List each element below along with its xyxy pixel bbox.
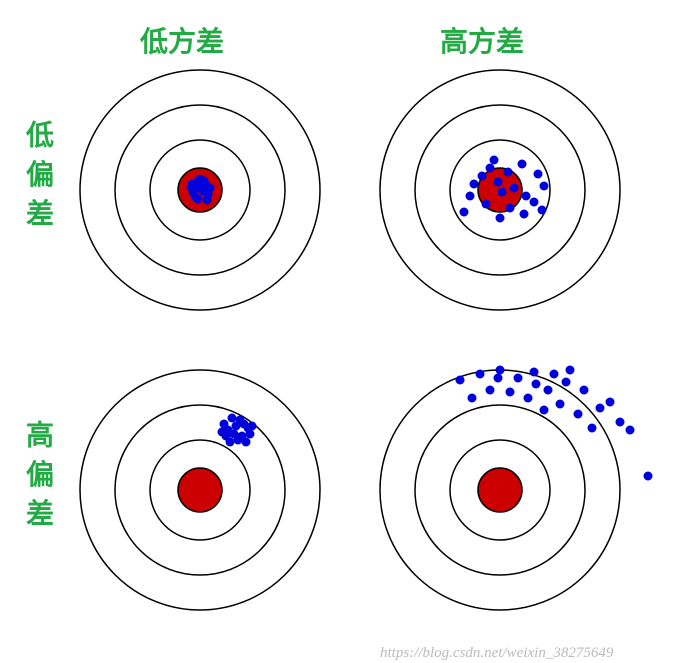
data-point	[540, 182, 549, 191]
data-point	[510, 184, 519, 193]
data-point	[566, 366, 575, 375]
target-low-bias-low-variance	[40, 30, 360, 350]
data-point	[540, 406, 549, 415]
data-point	[562, 378, 571, 387]
data-point	[226, 438, 235, 447]
data-point	[232, 422, 241, 431]
data-point	[626, 426, 635, 435]
data-point	[550, 370, 559, 379]
data-point	[496, 214, 505, 223]
data-point	[494, 374, 503, 383]
data-point	[206, 184, 215, 193]
data-point	[606, 398, 615, 407]
data-point	[246, 430, 255, 439]
data-point	[616, 418, 625, 427]
data-point	[470, 180, 479, 189]
data-point	[556, 400, 565, 409]
data-point	[456, 376, 465, 385]
data-point	[534, 170, 543, 179]
data-point	[496, 366, 505, 375]
data-point	[524, 394, 533, 403]
data-point	[588, 424, 597, 433]
data-point	[466, 192, 475, 201]
data-point	[530, 368, 539, 377]
data-point	[203, 196, 212, 205]
data-point	[522, 192, 531, 201]
data-point	[494, 178, 503, 187]
target-high-bias-low-variance	[40, 330, 360, 650]
data-point	[596, 404, 605, 413]
data-point	[490, 156, 499, 165]
data-point	[228, 414, 237, 423]
data-point	[486, 164, 495, 173]
data-point	[200, 177, 209, 186]
data-point	[468, 394, 477, 403]
data-point	[234, 436, 243, 445]
data-point	[518, 160, 527, 169]
data-point	[520, 210, 529, 219]
data-point	[544, 386, 553, 395]
data-point	[574, 410, 583, 419]
data-point	[530, 198, 539, 207]
data-point	[506, 204, 515, 213]
data-point	[504, 168, 513, 177]
data-point	[191, 193, 200, 202]
data-point	[478, 172, 487, 181]
data-point	[218, 428, 227, 437]
target-high-bias-high-variance	[340, 330, 660, 650]
data-point	[580, 386, 589, 395]
data-point	[506, 388, 515, 397]
data-point	[532, 380, 541, 389]
data-point	[188, 180, 197, 189]
data-point	[498, 188, 507, 197]
watermark-text: https://blog.csdn.net/weixin_38275649	[380, 645, 613, 662]
data-point	[248, 422, 257, 431]
bullseye	[178, 468, 222, 512]
target-low-bias-high-variance	[340, 30, 660, 350]
data-point	[460, 208, 469, 217]
data-point	[476, 370, 485, 379]
data-point	[486, 386, 495, 395]
data-point	[242, 438, 251, 447]
data-point	[514, 374, 523, 383]
data-point	[644, 472, 653, 481]
data-point	[538, 206, 547, 215]
bullseye	[478, 468, 522, 512]
data-point	[482, 200, 491, 209]
